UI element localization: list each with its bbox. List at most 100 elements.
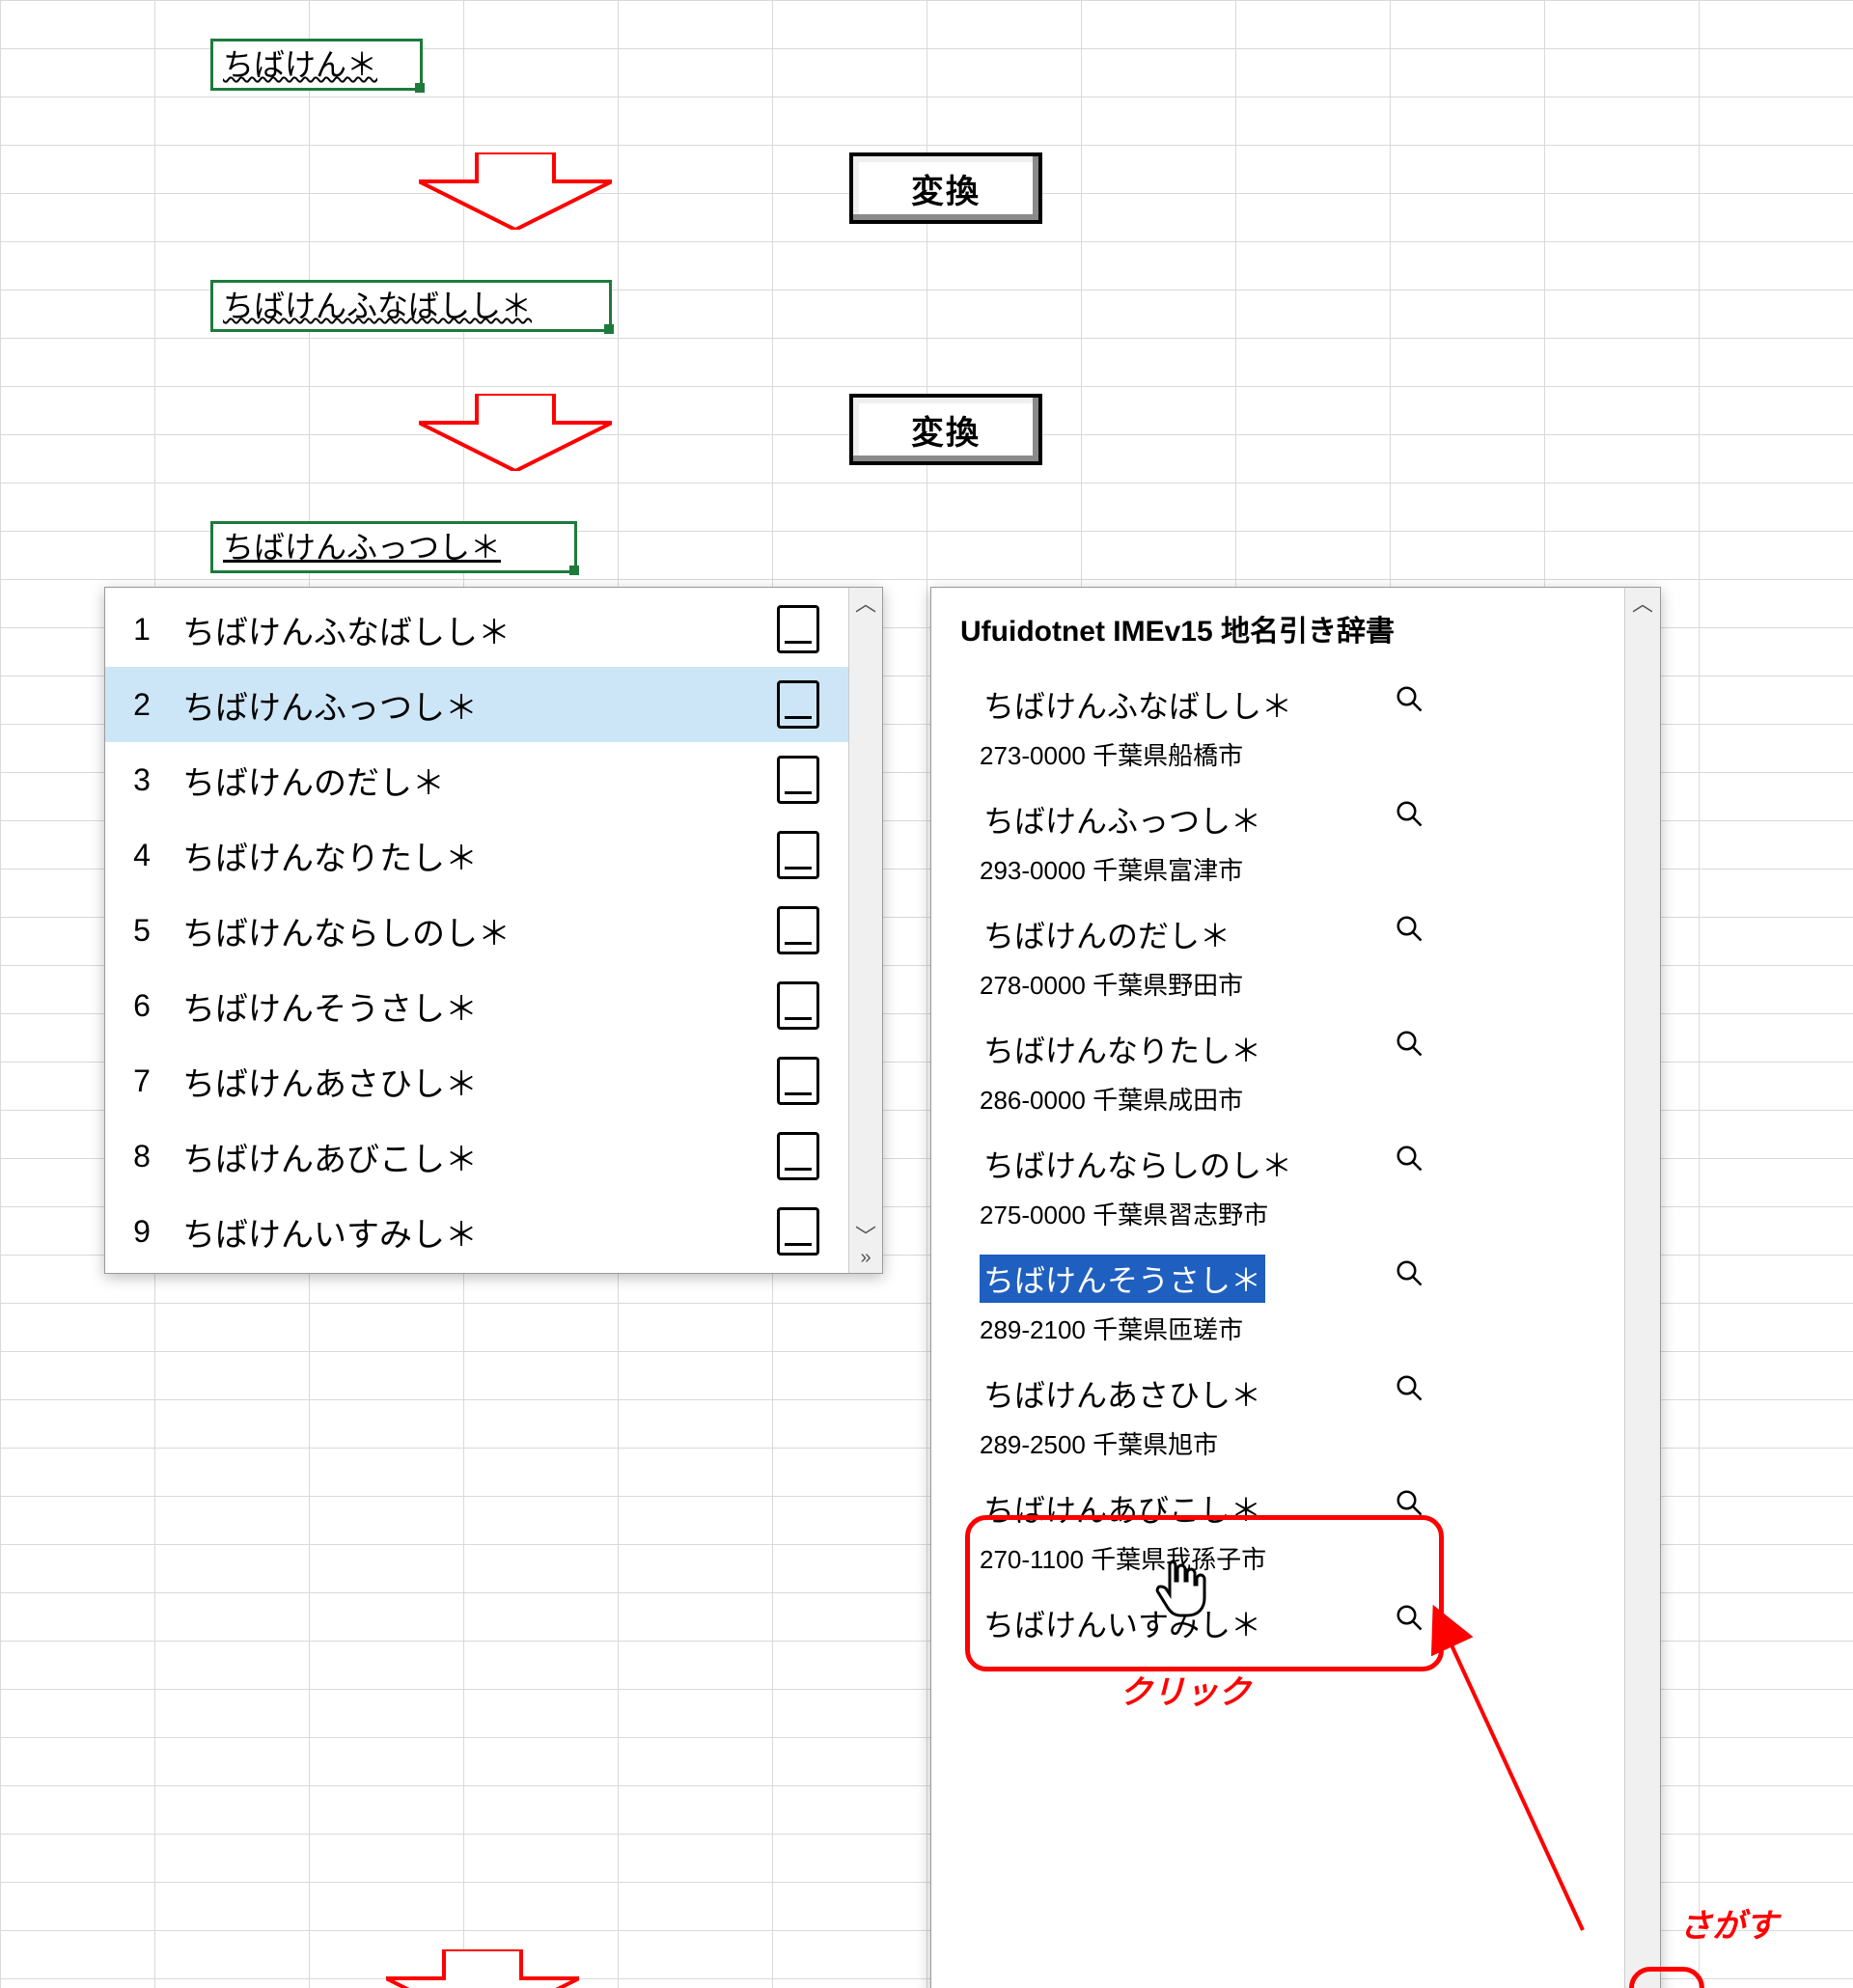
dictionary-item[interactable]: ちばけんそうさし＊ 289-2100 千葉県匝瑳市 (931, 1243, 1624, 1358)
ime-candidate-item[interactable]: 2 ちばけんふっつし＊ (105, 667, 848, 742)
dictionary-icon (777, 1132, 819, 1180)
dictionary-item-head: ちばけんあさひし＊ (980, 1369, 1265, 1418)
dictionary-item-sub: 278-0000 千葉県野田市 (980, 966, 1595, 1002)
convert-button-2[interactable]: 変換 (849, 394, 1042, 465)
ime-text-2: ちばけんふなばしし＊ (223, 289, 532, 323)
red-down-arrow-3 (386, 1949, 579, 1988)
candidate-text: ちばけんふなばしし＊ (182, 606, 750, 653)
dictionary-item-head: ちばけんなりたし＊ (980, 1025, 1265, 1073)
dictionary-item-head: ちばけんふなばしし＊ (980, 680, 1296, 729)
active-cell-3[interactable]: ちばけんふっつし＊ (210, 521, 577, 573)
search-icon[interactable] (1395, 1488, 1424, 1517)
annotation-sagasu-label: さがす (1679, 1899, 1778, 1947)
search-icon[interactable] (1395, 799, 1424, 828)
active-cell-1[interactable]: ちばけん＊ (210, 39, 423, 91)
candidate-text: ちばけんそうさし＊ (182, 982, 750, 1030)
dictionary-icon (777, 1057, 819, 1105)
ime-dictionary-scrollbar[interactable]: ︿ ﹀ (1624, 588, 1660, 1988)
ime-candidate-item[interactable]: 1 ちばけんふなばしし＊ (105, 592, 848, 667)
dictionary-item-sub: 293-0000 千葉県富津市 (980, 851, 1595, 887)
candidate-number: 3 (128, 762, 155, 798)
candidate-number: 9 (128, 1214, 155, 1250)
fill-handle[interactable] (415, 83, 425, 93)
dictionary-item[interactable]: ちばけんいすみし＊ (931, 1588, 1624, 1659)
dictionary-item-sub: 275-0000 千葉県習志野市 (980, 1196, 1595, 1231)
candidate-number: 4 (128, 838, 155, 873)
dictionary-item-head: ちばけんならしのし＊ (980, 1140, 1296, 1188)
convert-button-2-label: 変換 (911, 406, 981, 454)
dictionary-item-head: ちばけんそうさし＊ (980, 1255, 1265, 1303)
search-icon[interactable] (1395, 1603, 1424, 1632)
dictionary-item-sub: 286-0000 千葉県成田市 (980, 1081, 1595, 1117)
ime-candidate-item[interactable]: 7 ちばけんあさひし＊ (105, 1043, 848, 1118)
dictionary-icon (777, 680, 819, 729)
ime-candidate-item[interactable]: 4 ちばけんなりたし＊ (105, 817, 848, 893)
fill-handle[interactable] (569, 566, 579, 575)
candidate-text: ちばけんのだし＊ (182, 757, 750, 804)
fill-handle[interactable] (604, 324, 614, 334)
candidate-number: 7 (128, 1063, 155, 1099)
dictionary-item-sub: 289-2100 千葉県匝瑳市 (980, 1311, 1595, 1346)
ime-candidate-item[interactable]: 6 ちばけんそうさし＊ (105, 968, 848, 1043)
chevron-up-icon[interactable]: ︿ (855, 594, 876, 615)
red-down-arrow-2 (419, 394, 612, 471)
dictionary-item-head: ちばけんのだし＊ (980, 910, 1234, 958)
candidate-text: ちばけんならしのし＊ (182, 907, 750, 954)
candidate-text: ちばけんいすみし＊ (182, 1208, 750, 1256)
convert-button-1[interactable]: 変換 (849, 152, 1042, 224)
dictionary-icon (777, 605, 819, 653)
ime-dictionary-list: ちばけんふなばしし＊ 273-0000 千葉県船橋市ちばけんふっつし＊ 293-00… (931, 669, 1624, 1659)
ime-text-3: ちばけんふっつし＊ (223, 530, 501, 565)
chevron-double-icon[interactable]: » (860, 1248, 871, 1267)
dictionary-item-sub: 273-0000 千葉県船橋市 (980, 736, 1595, 772)
dictionary-icon (777, 756, 819, 804)
ime-candidate-item[interactable]: 8 ちばけんあびこし＊ (105, 1118, 848, 1194)
dictionary-item-head: ちばけんいすみし＊ (980, 1599, 1265, 1647)
dictionary-item[interactable]: ちばけんふっつし＊ 293-0000 千葉県富津市 (931, 784, 1624, 898)
ime-dictionary-title: Ufuidotnet IMEv15 地名引き辞書 (931, 597, 1624, 669)
candidate-number: 6 (128, 988, 155, 1024)
dictionary-item-sub: 270-1100 千葉県我孫子市 (980, 1540, 1595, 1576)
ime-candidate-list: 1 ちばけんふなばしし＊ 2 ちばけんふっつし＊ 3 ちばけんのだし＊ 4 ちばけんなりたし＊… (105, 588, 848, 1273)
dictionary-item-head: ちばけんあびこし＊ (980, 1484, 1265, 1532)
dictionary-icon (777, 1207, 819, 1256)
ime-candidate-item[interactable]: 9 ちばけんいすみし＊ (105, 1194, 848, 1269)
dictionary-item-head: ちばけんふっつし＊ (980, 795, 1265, 843)
search-icon[interactable] (1395, 1258, 1424, 1287)
ime-candidate-item[interactable]: 5 ちばけんならしのし＊ (105, 893, 848, 968)
candidate-text: ちばけんなりたし＊ (182, 832, 750, 879)
ime-candidate-item[interactable]: 3 ちばけんのだし＊ (105, 742, 848, 817)
candidate-number: 2 (128, 687, 155, 723)
search-icon[interactable] (1395, 684, 1424, 713)
dictionary-icon (777, 906, 819, 954)
ime-candidate-scrollbar[interactable]: ︿ ﹀ » (848, 588, 882, 1273)
ime-candidate-popup: 1 ちばけんふなばしし＊ 2 ちばけんふっつし＊ 3 ちばけんのだし＊ 4 ちばけんなりたし＊… (104, 587, 883, 1274)
dictionary-item[interactable]: ちばけんあびこし＊ 270-1100 千葉県我孫子市 (931, 1473, 1624, 1588)
candidate-number: 8 (128, 1139, 155, 1174)
dictionary-item[interactable]: ちばけんならしのし＊ 275-0000 千葉県習志野市 (931, 1128, 1624, 1243)
candidate-text: ちばけんふっつし＊ (182, 681, 750, 729)
candidate-text: ちばけんあさひし＊ (182, 1058, 750, 1105)
candidate-number: 5 (128, 913, 155, 949)
search-icon[interactable] (1395, 1373, 1424, 1402)
dictionary-item[interactable]: ちばけんふなばしし＊ 273-0000 千葉県船橋市 (931, 669, 1624, 784)
chevron-down-icon[interactable]: ﹀ (855, 1227, 876, 1248)
convert-button-1-label: 変換 (911, 165, 981, 212)
search-icon[interactable] (1395, 914, 1424, 943)
red-down-arrow-1 (419, 152, 612, 230)
annotation-click-label: クリック (1120, 1666, 1251, 1713)
active-cell-2[interactable]: ちばけんふなばしし＊ (210, 280, 612, 332)
dictionary-icon (777, 981, 819, 1030)
chevron-up-icon[interactable]: ︿ (1632, 594, 1653, 615)
search-icon[interactable] (1395, 1144, 1424, 1173)
candidate-text: ちばけんあびこし＊ (182, 1133, 750, 1180)
dictionary-item-sub: 289-2500 千葉県旭市 (980, 1425, 1595, 1461)
ime-text-1: ちばけん＊ (223, 47, 377, 82)
dictionary-item[interactable]: ちばけんなりたし＊ 286-0000 千葉県成田市 (931, 1013, 1624, 1128)
candidate-number: 1 (128, 612, 155, 648)
dictionary-item[interactable]: ちばけんのだし＊ 278-0000 千葉県野田市 (931, 898, 1624, 1013)
search-icon[interactable] (1395, 1029, 1424, 1058)
dictionary-icon (777, 831, 819, 879)
ime-dictionary-panel: Ufuidotnet IMEv15 地名引き辞書 ちばけんふなばしし＊ 273-0… (930, 587, 1661, 1988)
dictionary-item[interactable]: ちばけんあさひし＊ 289-2500 千葉県旭市 (931, 1358, 1624, 1473)
